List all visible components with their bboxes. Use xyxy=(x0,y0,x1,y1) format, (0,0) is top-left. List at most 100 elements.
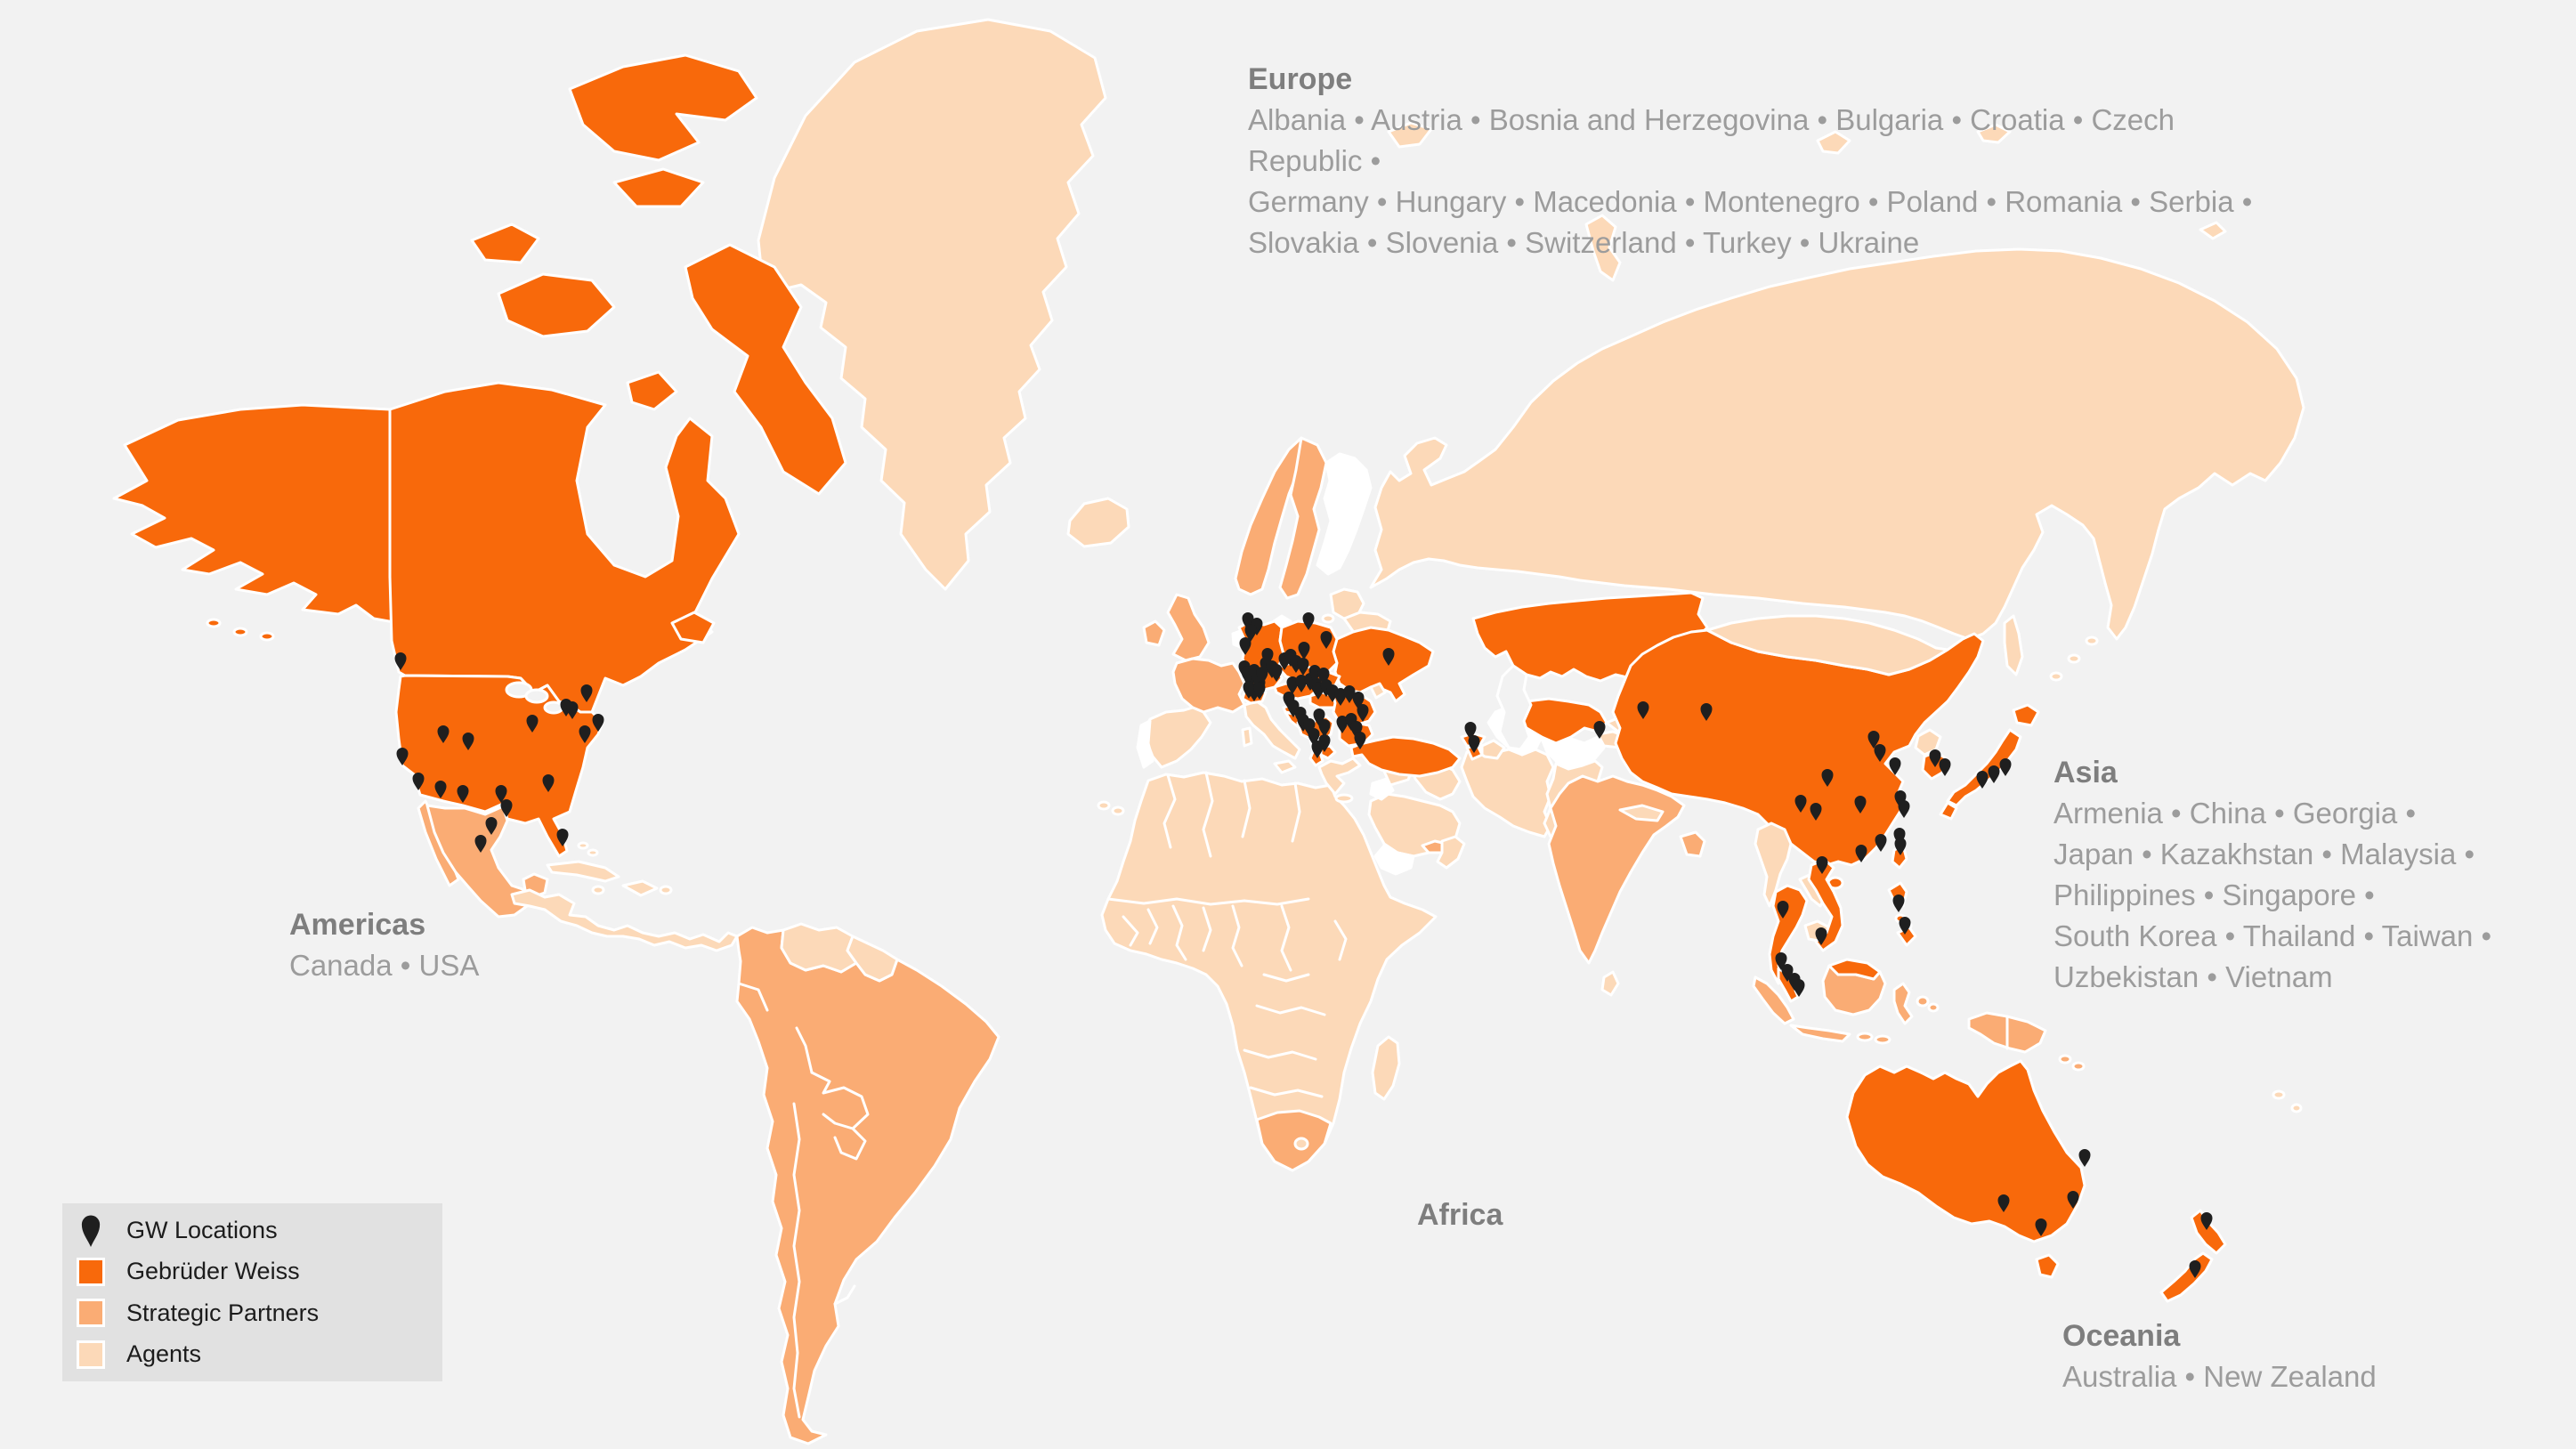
region-turkey xyxy=(1349,735,1462,778)
aleutians xyxy=(259,631,275,642)
region-caspian xyxy=(1495,664,1533,751)
region-portugal xyxy=(1136,719,1154,769)
region-vietnam xyxy=(1807,858,1844,952)
gw-location-pin xyxy=(1334,688,1347,706)
region-wrangel xyxy=(2199,221,2227,240)
gw-location-pin xyxy=(1794,795,1807,813)
lesser-sunda xyxy=(1874,1034,1891,1045)
gw-location-pin xyxy=(1239,637,1252,655)
gw-location-pin xyxy=(457,785,469,803)
gw-location-pin xyxy=(495,785,507,803)
region-borneo-malaysia xyxy=(1827,958,1882,981)
gw-location-pin xyxy=(1593,721,1606,739)
label-africa-title: Africa xyxy=(1417,1198,1503,1232)
region-cuba xyxy=(546,860,620,883)
region-sri-lanka xyxy=(1600,970,1620,997)
region-sumatra xyxy=(1752,975,1795,1025)
region-jordan-israel xyxy=(1369,777,1395,801)
region-south-africa xyxy=(1255,1109,1333,1172)
gw-location-pin xyxy=(1929,749,1941,767)
moluccas xyxy=(1927,1002,1940,1013)
gw-location-pin xyxy=(2200,1212,2213,1230)
region-arctic-southampton xyxy=(626,370,678,411)
canary-islands xyxy=(1097,800,1111,811)
region-new-siberian xyxy=(1976,123,2012,144)
region-svalbard xyxy=(1387,121,1433,149)
region-italy xyxy=(1243,700,1301,760)
gw-location-pin xyxy=(1357,704,1369,722)
gw-location-pin xyxy=(1816,856,1828,874)
gw-location-pin xyxy=(1382,648,1395,666)
gw-location-pin xyxy=(1354,732,1366,749)
gw-location-pin xyxy=(1318,719,1331,737)
gw-location-pin xyxy=(437,725,450,743)
legend-item-agents: Agents xyxy=(62,1335,442,1374)
gw-location-pin xyxy=(1855,845,1867,862)
gw-location-pin xyxy=(2067,1191,2079,1209)
gw-location-pin xyxy=(2078,1149,2091,1167)
agents-swatch xyxy=(77,1340,105,1369)
region-india xyxy=(1547,774,1686,965)
region-mongolia xyxy=(1705,614,1949,676)
region-france xyxy=(1171,657,1246,714)
gw-location-pin xyxy=(1988,765,2000,783)
region-nz-south xyxy=(2159,1251,2214,1303)
gw-location-pin xyxy=(1999,758,2012,776)
gw-location-pin xyxy=(1976,771,1989,789)
gw-location-pin xyxy=(1311,741,1324,758)
region-kaliningrad xyxy=(1321,613,1335,624)
label-americas-title: Americas xyxy=(289,908,426,942)
gw-location-pin xyxy=(434,781,447,798)
gw-location-pin xyxy=(1302,612,1315,630)
region-arctic-banks xyxy=(470,223,540,264)
region-arctic-devon xyxy=(612,167,705,208)
region-myanmar xyxy=(1754,822,1793,908)
aleutians xyxy=(206,618,222,628)
gebrueder-weiss-swatch xyxy=(77,1257,105,1286)
gw-location-pin xyxy=(580,684,593,702)
gw-location-pin xyxy=(1468,735,1480,753)
gw-location-pin xyxy=(394,652,407,670)
region-sardinia xyxy=(1241,726,1253,748)
gw-location-pin xyxy=(412,773,425,790)
region-iceland xyxy=(1066,497,1130,548)
great-lake xyxy=(524,688,549,704)
label-europe-title: Europe xyxy=(1248,62,1353,96)
label-oceania: Oceania Australia • New Zealand xyxy=(2062,1315,2490,1397)
region-sicily xyxy=(1273,759,1297,774)
label-americas-countries: Canada • USA xyxy=(289,949,480,982)
region-sa-main xyxy=(735,926,1000,1445)
puerto-rico xyxy=(659,885,673,895)
bahamas xyxy=(577,841,589,850)
region-uk xyxy=(1166,593,1211,662)
africa-borders xyxy=(1106,771,1348,1098)
gw-location-pin xyxy=(1939,758,1951,776)
gw-location-pin xyxy=(1464,722,1477,740)
fiji xyxy=(2272,1089,2286,1100)
gw-location-pin xyxy=(1320,631,1333,649)
region-venezuela xyxy=(780,922,858,974)
gw-location-pin xyxy=(2035,1218,2047,1236)
gw-location-pin xyxy=(1892,894,1905,912)
region-japan-honshu xyxy=(1946,728,2022,807)
region-central-america xyxy=(510,888,739,952)
region-severnaya xyxy=(1816,130,1851,155)
gw-location-pin xyxy=(485,817,498,835)
region-japan-kyushu xyxy=(1939,801,1958,821)
gw-location-pin xyxy=(500,799,513,817)
region-yemen xyxy=(1373,844,1415,876)
gw-location-pin xyxy=(1777,901,1789,919)
legend-panel: GW Locations Gebrüder Weiss Strategic Pa… xyxy=(62,1203,442,1381)
region-sakhalin xyxy=(2003,614,2024,676)
solomons xyxy=(2071,1061,2086,1072)
gw-location-pin xyxy=(1894,838,1907,855)
gw-location-pin xyxy=(462,733,474,750)
label-asia-title: Asia xyxy=(2054,756,2118,789)
gw-location-pin xyxy=(542,774,555,792)
gw-location-pin xyxy=(2189,1260,2201,1278)
legend-item-gw-locations: GW Locations xyxy=(62,1210,442,1250)
kuril-islands xyxy=(2049,671,2063,682)
legend-label: Agents xyxy=(126,1340,202,1368)
region-north-korea xyxy=(1914,728,1942,757)
